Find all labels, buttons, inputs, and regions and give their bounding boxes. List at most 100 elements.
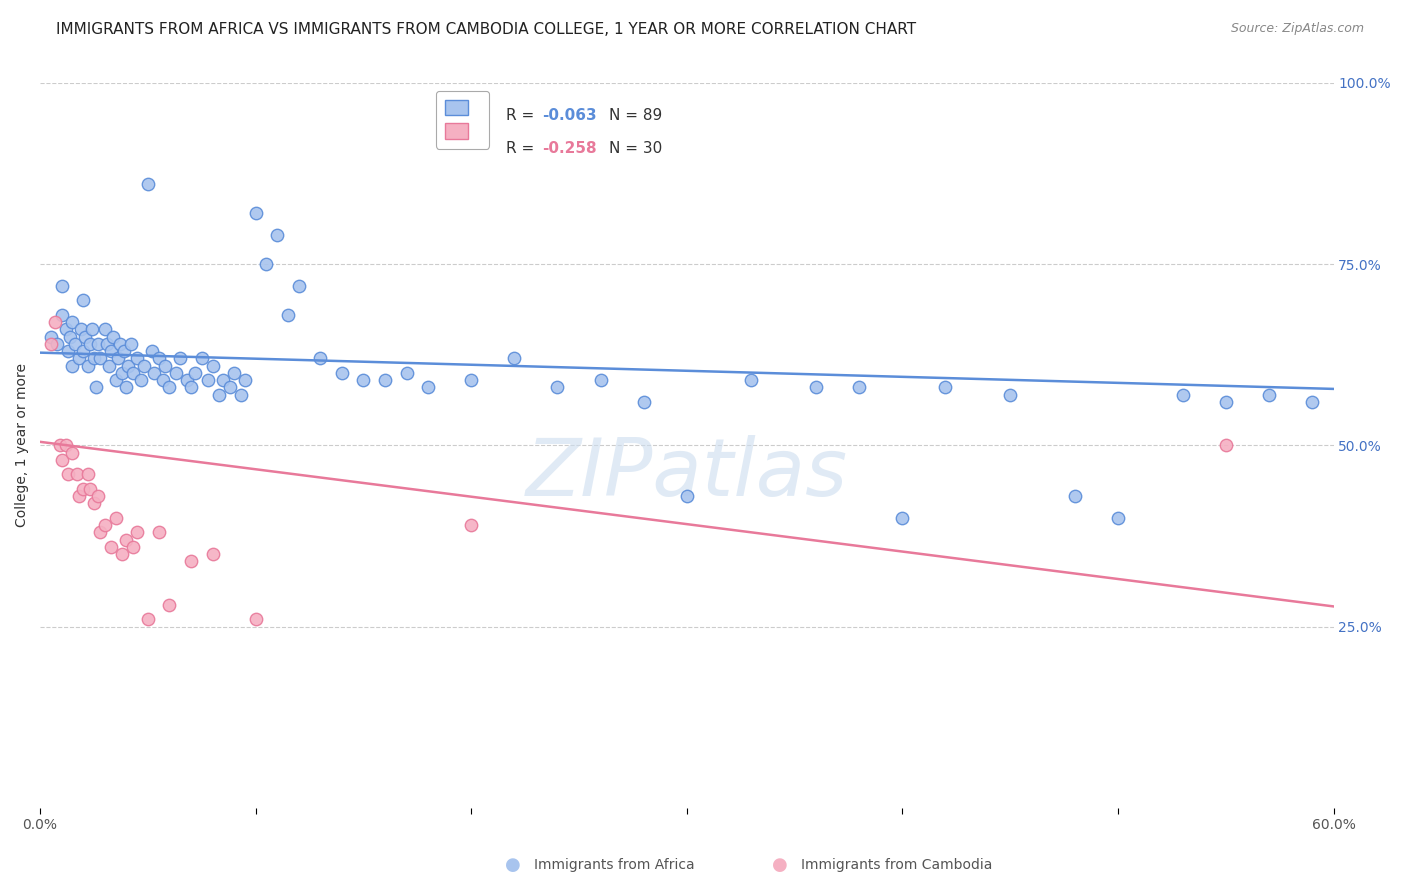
- Point: [633, 395, 655, 409]
- Point: [120, 337, 142, 351]
- Point: [55, 438, 77, 452]
- Point: [159, 598, 181, 612]
- Point: [224, 366, 246, 380]
- Point: [330, 366, 353, 380]
- Point: [1257, 387, 1279, 401]
- Point: [418, 380, 440, 394]
- Point: [152, 373, 174, 387]
- Point: [112, 344, 135, 359]
- Point: [87, 337, 110, 351]
- Point: [51, 453, 73, 467]
- Point: [148, 351, 170, 366]
- Point: [165, 366, 187, 380]
- Point: [153, 359, 176, 373]
- Point: [180, 554, 202, 568]
- Point: [84, 380, 107, 394]
- Point: [136, 612, 159, 626]
- Point: [66, 467, 89, 482]
- Point: [288, 279, 311, 293]
- Text: ●: ●: [505, 856, 522, 874]
- Point: [148, 525, 170, 540]
- Point: [111, 366, 134, 380]
- Point: [141, 344, 163, 359]
- Point: [1107, 511, 1129, 525]
- Point: [115, 380, 138, 394]
- Point: [89, 351, 111, 366]
- Y-axis label: College, 1 year or more: College, 1 year or more: [15, 363, 30, 527]
- Point: [208, 387, 231, 401]
- Point: [353, 373, 375, 387]
- Point: [46, 337, 69, 351]
- Point: [70, 322, 93, 336]
- Point: [675, 489, 697, 503]
- Point: [48, 438, 70, 452]
- Point: [76, 359, 98, 373]
- Point: [143, 366, 166, 380]
- Text: ZIPatlas: ZIPatlas: [526, 435, 848, 514]
- Point: [998, 387, 1021, 401]
- Point: [96, 337, 118, 351]
- Point: [460, 518, 482, 533]
- Point: [87, 489, 110, 503]
- Point: [1215, 395, 1237, 409]
- Text: IMMIGRANTS FROM AFRICA VS IMMIGRANTS FROM CAMBODIA COLLEGE, 1 YEAR OR MORE CORRE: IMMIGRANTS FROM AFRICA VS IMMIGRANTS FRO…: [56, 22, 917, 37]
- Text: N = 89: N = 89: [609, 108, 662, 123]
- Point: [100, 540, 122, 554]
- Point: [79, 337, 101, 351]
- Point: [309, 351, 332, 366]
- Point: [51, 308, 73, 322]
- Point: [848, 380, 870, 394]
- Point: [229, 387, 252, 401]
- Point: [159, 380, 181, 394]
- Point: [233, 373, 256, 387]
- Point: [104, 511, 127, 525]
- Text: Immigrants from Africa: Immigrants from Africa: [534, 858, 695, 872]
- Point: [121, 540, 143, 554]
- Point: [546, 380, 568, 394]
- Point: [176, 373, 198, 387]
- Point: [115, 533, 138, 547]
- Point: [76, 467, 98, 482]
- Point: [59, 329, 82, 343]
- Text: -0.063: -0.063: [541, 108, 596, 123]
- Point: [374, 373, 396, 387]
- Point: [169, 351, 191, 366]
- Point: [67, 351, 90, 366]
- Point: [1215, 438, 1237, 452]
- Point: [67, 489, 90, 503]
- Point: [245, 206, 267, 220]
- Text: Source: ZipAtlas.com: Source: ZipAtlas.com: [1230, 22, 1364, 36]
- Point: [63, 337, 86, 351]
- Point: [62, 359, 84, 373]
- Point: [39, 337, 62, 351]
- Point: [121, 366, 143, 380]
- Point: [104, 373, 127, 387]
- Point: [1301, 395, 1323, 409]
- Point: [62, 446, 84, 460]
- Point: [111, 547, 134, 561]
- Legend: , : ,: [436, 91, 489, 149]
- Point: [103, 329, 125, 343]
- Point: [218, 380, 240, 394]
- Point: [804, 380, 827, 394]
- Point: [75, 329, 97, 343]
- Point: [83, 351, 105, 366]
- Point: [117, 359, 139, 373]
- Point: [136, 178, 159, 192]
- Point: [127, 525, 149, 540]
- Point: [201, 359, 224, 373]
- Point: [55, 322, 77, 336]
- Point: [80, 322, 103, 336]
- Point: [72, 344, 94, 359]
- Point: [191, 351, 214, 366]
- Point: [266, 228, 288, 243]
- Point: [62, 315, 84, 329]
- Point: [89, 525, 111, 540]
- Point: [197, 373, 219, 387]
- Point: [256, 257, 278, 271]
- Point: [79, 482, 101, 496]
- Point: [740, 373, 762, 387]
- Point: [83, 496, 105, 510]
- Point: [180, 380, 202, 394]
- Point: [1063, 489, 1085, 503]
